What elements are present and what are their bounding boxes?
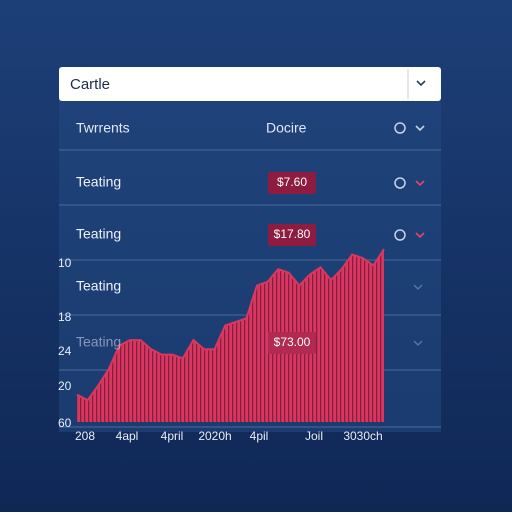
- y-axis-label: 20: [58, 379, 72, 393]
- icon[interactable]: [394, 122, 406, 134]
- price: $7.60: [277, 175, 307, 189]
- area-line: [76, 248, 385, 402]
- chevron[interactable]: [413, 284, 423, 290]
- chevron[interactable]: [415, 232, 425, 239]
- row-label: Teating: [76, 278, 121, 294]
- icon[interactable]: [394, 229, 406, 241]
- chevron[interactable]: [415, 180, 425, 187]
- header-text: Twrrents: [76, 120, 130, 136]
- chevron: [416, 80, 426, 87]
- x-axis-label: 4pril: [161, 429, 184, 443]
- dropdown-label: Cartle: [70, 76, 110, 93]
- x-axis-label: 208: [75, 429, 95, 443]
- dropdown[interactable]: [59, 67, 441, 101]
- chevron[interactable]: [413, 340, 423, 346]
- y-axis-label: 60: [58, 416, 72, 430]
- y-axis-label: 18: [58, 310, 72, 324]
- y-axis-label: 24: [58, 344, 72, 358]
- x-axis-label: 4pil: [250, 429, 269, 443]
- chevron[interactable]: [415, 125, 425, 132]
- x-axis-label: 3030ch: [343, 429, 382, 443]
- row-label: Teating: [76, 334, 121, 350]
- icon[interactable]: [394, 177, 406, 189]
- area: [77, 249, 384, 422]
- x-axis-label: 2020h: [198, 429, 231, 443]
- x-axis-label: Joil: [305, 429, 323, 443]
- row-label: Teating: [76, 174, 121, 190]
- x-axis-label: 4apl: [116, 429, 139, 443]
- price: $17.80: [274, 227, 311, 241]
- price-badge: [268, 332, 316, 354]
- rows: Teating $7.60 Teating $17.80 Teating Teating $…: [76, 172, 425, 354]
- price-badge: [268, 224, 316, 246]
- price: $73.00: [274, 335, 311, 349]
- y-axis-label: 10: [58, 256, 72, 270]
- header-text: Docire: [266, 120, 307, 136]
- price-badge: [268, 172, 316, 194]
- row-label: Teating: [76, 226, 121, 242]
